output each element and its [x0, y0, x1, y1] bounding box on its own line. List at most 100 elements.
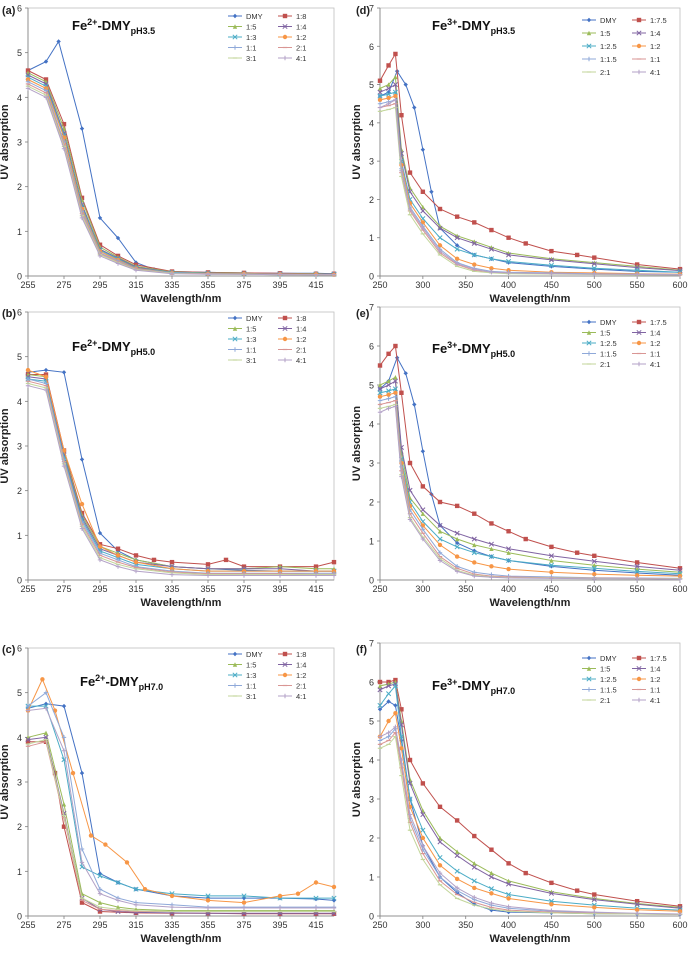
data-point [420, 511, 426, 516]
panel-label: (f) [356, 644, 367, 656]
data-point [25, 703, 31, 709]
data-point [386, 378, 391, 384]
x-tick-label: 450 [544, 920, 559, 930]
data-point [169, 572, 175, 577]
legend-label: 1:4 [296, 23, 306, 32]
data-point [454, 885, 460, 891]
series-1-5 [25, 730, 337, 913]
data-point [420, 536, 426, 542]
x-tick-label: 315 [128, 280, 143, 290]
data-point [241, 272, 247, 277]
data-point [61, 146, 67, 151]
data-point [386, 691, 392, 697]
data-point [386, 382, 392, 388]
data-point [488, 246, 494, 252]
chart-title: Fe2+-DMYpH3.5 [72, 17, 155, 36]
data-point [399, 707, 404, 712]
legend-label: DMY [246, 314, 263, 323]
y-tick-label: 7 [369, 303, 374, 313]
data-point [386, 101, 391, 106]
data-point [377, 398, 383, 403]
data-point [386, 95, 391, 101]
data-point [377, 738, 383, 743]
series-line [379, 356, 681, 576]
y-tick-label: 6 [369, 678, 374, 688]
chart-title: Fe3+-DMYpH3.5 [432, 17, 515, 36]
data-point [471, 878, 477, 884]
x-tick-label: 255 [20, 920, 35, 930]
y-axis-label: UV absorption [351, 742, 363, 817]
data-point [454, 868, 460, 874]
data-point [592, 562, 597, 568]
chart-panel-f: 0 1 2 3 4 5 6 7 250 300 350 400 450 500 550 600 Waveleng… [351, 639, 688, 946]
panel-label: (e) [356, 308, 370, 320]
legend-marker [282, 357, 288, 363]
data-point [591, 558, 597, 564]
data-point [79, 457, 85, 462]
data-point [471, 240, 477, 247]
data-point [549, 271, 554, 276]
data-point [43, 88, 49, 93]
series-line [27, 736, 334, 914]
data-point [377, 86, 383, 91]
data-point [241, 568, 247, 574]
series-line [379, 731, 681, 915]
x-tick-label: 335 [164, 584, 179, 594]
data-point [386, 730, 391, 735]
y-tick-label: 7 [369, 4, 374, 14]
chart-panel-b: 0 1 2 3 4 5 6 255 275 295 315 335 355 375 395 415 Wavele… [0, 308, 337, 609]
data-point [420, 827, 426, 833]
data-point [523, 241, 528, 246]
data-point [634, 576, 640, 582]
series-1-1-5 [377, 726, 683, 917]
panel-label: (a) [2, 5, 16, 17]
y-tick-label: 3 [369, 157, 374, 167]
legend-marker [282, 651, 288, 657]
data-point [386, 392, 391, 397]
legend-marker [282, 336, 288, 342]
data-point [549, 544, 554, 550]
data-point [393, 394, 398, 399]
data-point [241, 905, 247, 911]
data-point [61, 448, 67, 453]
data-point [377, 93, 383, 99]
y-tick-label: 4 [369, 420, 374, 430]
data-point [386, 734, 391, 739]
series-line [27, 376, 334, 572]
data-point [386, 683, 392, 689]
x-tick-label: 315 [128, 584, 143, 594]
data-point [454, 536, 460, 542]
data-point [25, 708, 31, 713]
data-point [407, 777, 413, 782]
data-point [472, 573, 477, 579]
data-point [489, 870, 494, 876]
data-point [43, 703, 49, 709]
data-point [133, 568, 139, 574]
data-point [386, 699, 391, 704]
series-line [379, 99, 681, 276]
x-tick-label: 250 [372, 920, 387, 930]
x-tick-label: 275 [56, 280, 71, 290]
data-point [454, 214, 460, 219]
data-point [393, 74, 398, 80]
chart-panel-e: 0 1 2 3 4 5 6 7 250 300 350 400 450 500 550 600 Waveleng… [351, 303, 688, 610]
y-tick-label: 2 [369, 834, 374, 844]
data-point [393, 724, 398, 730]
x-tick-label: 600 [672, 280, 687, 290]
data-point [25, 739, 31, 744]
data-point [115, 546, 121, 551]
data-point [79, 900, 85, 905]
legend-label: 2:1 [600, 696, 610, 705]
data-point [331, 573, 337, 578]
series-line [27, 374, 334, 570]
data-point [592, 271, 597, 277]
data-point [548, 562, 554, 568]
data-point [43, 706, 49, 711]
data-point [437, 542, 443, 548]
data-point [437, 522, 443, 528]
data-point [97, 557, 103, 563]
data-point [489, 907, 494, 913]
data-point [40, 677, 45, 682]
y-tick-label: 6 [17, 308, 22, 318]
data-point [241, 895, 247, 901]
